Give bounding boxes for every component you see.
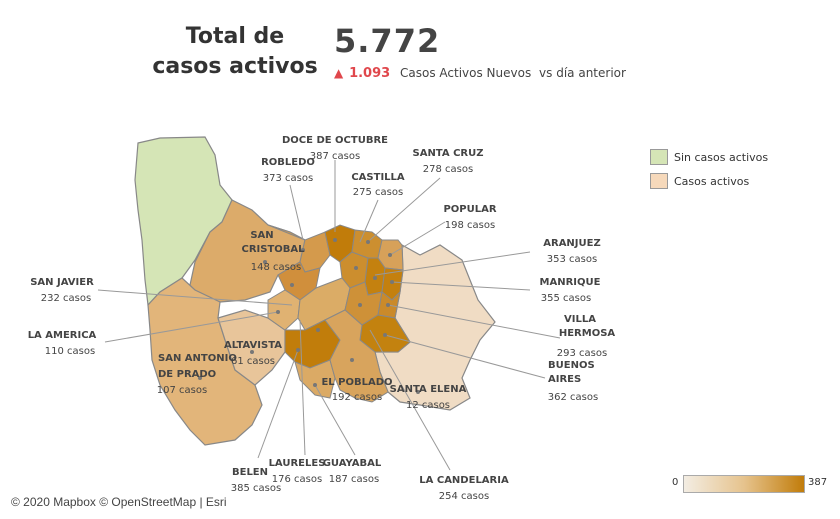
label-doce-de-octubre: DOCE DE OCTUBRE (282, 135, 388, 146)
legend-swatch-active-cases (650, 173, 668, 189)
cases-laureles: 176 casos (272, 474, 322, 485)
label-villa-hermosa: VILLA HERMOSA (559, 314, 616, 339)
title-line-1: Total de (185, 24, 285, 49)
label-san-javier: SAN JAVIER (30, 277, 94, 288)
region-altavista[interactable] (217, 309, 286, 386)
map-attribution[interactable]: © 2020 Mapbox © OpenStreetMap | Esri (11, 495, 227, 509)
label-robledo: ROBLEDO (261, 157, 315, 168)
cases-san-javier: 232 casos (41, 293, 91, 304)
label-altavista: ALTAVISTA (224, 340, 282, 351)
label-castilla: CASTILLA (351, 172, 405, 183)
label-guayabal: GUAYABAL (323, 458, 382, 469)
color-scale-min: 0 (672, 477, 679, 488)
cases-belen: 385 casos (231, 483, 281, 494)
legend-label: Casos activos (674, 174, 750, 188)
legend-item[interactable]: Casos activos (650, 172, 768, 190)
region-el-poblado[interactable] (324, 309, 389, 403)
label-santa-cruz: SANTA CRUZ (413, 148, 484, 159)
total-active-cases: 5.772 (334, 22, 441, 60)
color-scale-bar (683, 475, 805, 493)
cases-manrique: 355 casos (541, 293, 591, 304)
legend-swatch-no-cases (650, 149, 668, 165)
cases-san-cristobal: 148 casos (251, 262, 301, 273)
region-palmitas[interactable] (134, 136, 233, 307)
cases-villa-hermosa: 293 casos (557, 348, 607, 359)
legend-label: Sin casos activos (674, 150, 769, 164)
label-buenos-aires: BUENOS AIRES (548, 360, 595, 385)
label-manrique: MANRIQUE (540, 277, 601, 288)
cases-el-poblado: 192 casos (332, 392, 382, 403)
cases-san-antonio-de-prado: 107 casos (157, 385, 207, 396)
cases-aranjuez: 353 casos (547, 254, 597, 265)
delta-text: Casos Activos Nuevos (400, 66, 532, 80)
centroid-dots (198, 238, 420, 394)
label-la-america: LA AMERICA (28, 330, 97, 341)
cases-robledo: 373 casos (263, 173, 313, 184)
delta-row: ▲ 1.093 Casos Activos Nuevos vs día ante… (334, 66, 626, 81)
cases-buenos-aires: 362 casos (548, 392, 598, 403)
region-san-antonio[interactable] (147, 277, 263, 446)
delta-value: 1.093 (349, 66, 391, 81)
cases-la-america: 110 casos (45, 346, 95, 357)
title-line-2: casos activos (152, 54, 318, 79)
page-title: Total de casos activos (135, 22, 335, 82)
cases-altavista: 61 casos (231, 356, 275, 367)
cases-castilla: 275 casos (353, 187, 403, 198)
legend-item[interactable]: Sin casos activos (650, 148, 768, 166)
legend: Sin casos activos Casos activos (650, 148, 768, 196)
cases-santa-elena: 12 casos (406, 400, 450, 411)
label-belen: BELEN (232, 467, 268, 478)
label-laureles: LAURELES (269, 458, 326, 469)
label-santa-elena: SANTA ELENA (390, 384, 467, 395)
label-san-cristobal: SAN CRISTOBAL (241, 230, 305, 255)
comuna-labels: DOCE DE OCTUBRE 387 casos ROBLEDO 373 ca… (28, 135, 616, 502)
leader-lines (97, 160, 561, 471)
cases-guayabal: 187 casos (329, 474, 379, 485)
cases-doce-de-octubre: 387 casos (310, 151, 360, 162)
delta-suffix: vs día anterior (539, 66, 626, 80)
cases-la-candelaria: 254 casos (439, 491, 489, 502)
label-la-candelaria: LA CANDELARIA (419, 475, 509, 486)
color-scale-max: 387 (808, 477, 828, 488)
region-santa-cruz[interactable] (351, 229, 383, 259)
up-triangle-icon: ▲ (334, 66, 344, 80)
label-san-antonio-de-prado: SAN ANTONIO DE PRADO (158, 353, 237, 380)
label-popular: POPULAR (443, 204, 496, 215)
cases-popular: 198 casos (445, 220, 495, 231)
label-aranjuez: ARANJUEZ (543, 238, 600, 249)
cases-santa-cruz: 278 casos (423, 164, 473, 175)
label-el-poblado: EL POBLADO (321, 377, 392, 388)
